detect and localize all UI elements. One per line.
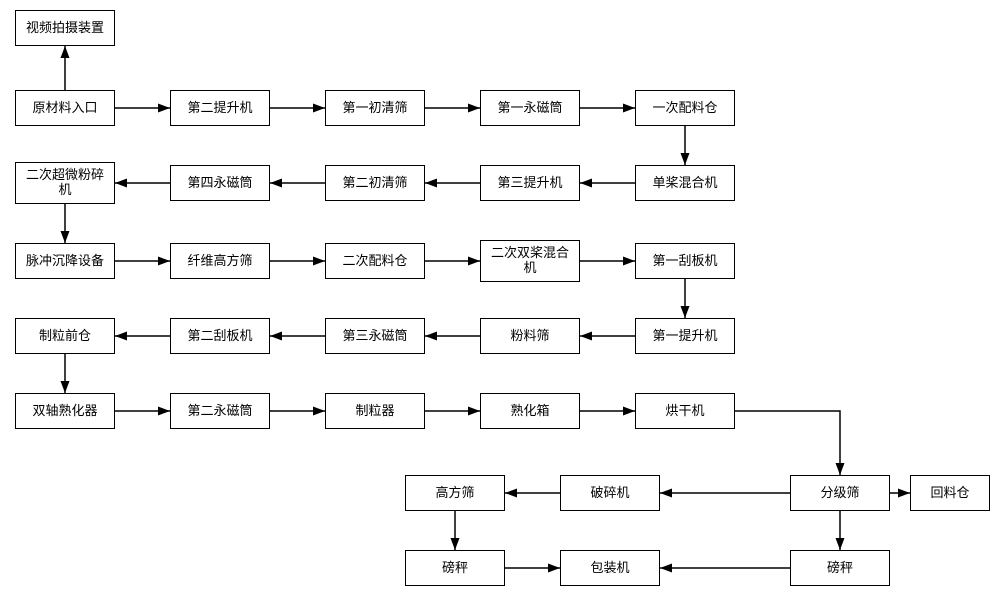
node-n1: 原材料入口 — [15, 90, 115, 126]
node-n12: 纤维高方筛 — [170, 243, 270, 279]
node-n23: 制粒器 — [325, 393, 425, 429]
node-n7: 第三提升机 — [480, 165, 580, 201]
node-n28: 破碎机 — [560, 475, 660, 511]
node-n16: 第一提升机 — [635, 318, 735, 354]
node-n24: 熟化箱 — [480, 393, 580, 429]
node-n2: 第二提升机 — [170, 90, 270, 126]
node-n15: 第一刮板机 — [635, 243, 735, 279]
node-n18: 第三永磁筒 — [325, 318, 425, 354]
node-n14: 二次双桨混合 机 — [480, 240, 580, 282]
node-n29: 高方筛 — [405, 475, 505, 511]
node-n27: 回料仓 — [910, 475, 990, 511]
node-n11: 脉冲沉降设备 — [15, 243, 115, 279]
node-n5: 一次配料仓 — [635, 90, 735, 126]
node-n8: 第二初清筛 — [325, 165, 425, 201]
node-n10: 二次超微粉碎 机 — [15, 162, 115, 204]
node-n21: 双轴熟化器 — [15, 393, 115, 429]
node-n31: 包装机 — [560, 550, 660, 586]
flowchart-canvas: 视频拍摄装置原材料入口 第二提升机 第一初清筛 第一永磁筒 一次配料仓单桨混合机 第三提升… — [0, 0, 1000, 610]
node-video: 视频拍摄装置 — [15, 10, 115, 46]
node-n22: 第二永磁筒 — [170, 393, 270, 429]
node-n3: 第一初清筛 — [325, 90, 425, 126]
node-n20: 制粒前仓 — [15, 318, 115, 354]
node-n32: 磅秤 — [405, 550, 505, 586]
node-n26: 分级筛 — [790, 475, 890, 511]
node-n19: 第二刮板机 — [170, 318, 270, 354]
node-n4: 第一永磁筒 — [480, 90, 580, 126]
node-n13: 二次配料仓 — [325, 243, 425, 279]
node-n9: 第四永磁筒 — [170, 165, 270, 201]
node-n17: 粉料筛 — [480, 318, 580, 354]
node-n6: 单桨混合机 — [635, 165, 735, 201]
node-n30: 磅秤 — [790, 550, 890, 586]
node-n25: 烘干机 — [635, 393, 735, 429]
